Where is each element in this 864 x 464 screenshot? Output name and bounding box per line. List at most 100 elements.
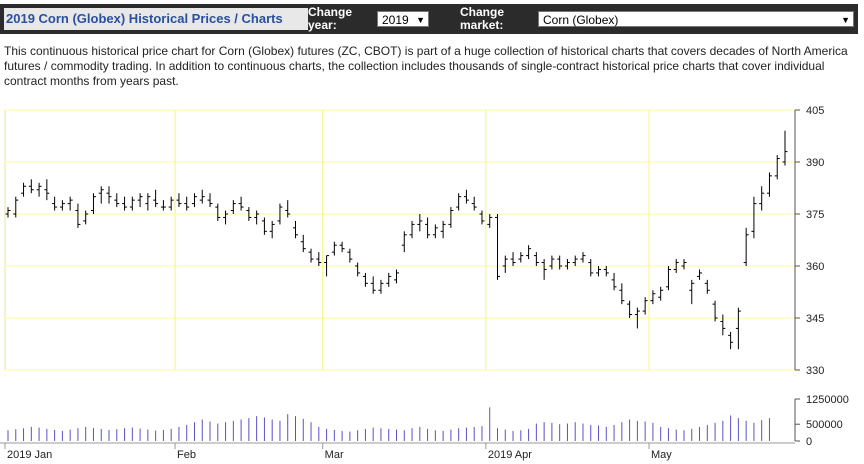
page-title: 2019 Corn (Globex) Historical Prices / C… <box>4 8 308 30</box>
volume-tick-label: 1250000 <box>806 394 849 406</box>
ohlc-bar <box>324 255 330 277</box>
ohlc-bar <box>743 227 749 266</box>
ohlc-bar <box>21 182 27 197</box>
ohlc-bar <box>728 331 734 350</box>
ohlc-bar <box>487 214 493 228</box>
volume-tick-label: 500000 <box>806 419 843 431</box>
ohlc-bar <box>518 252 524 263</box>
chart-description: This continuous historical price chart f… <box>4 44 848 88</box>
ohlc-bar <box>596 266 602 277</box>
ohlc-bar <box>572 255 578 266</box>
ohlc-bar <box>720 314 726 336</box>
ohlc-bar <box>67 196 73 211</box>
month-label: May <box>651 449 672 461</box>
ohlc-bar <box>308 248 314 263</box>
ohlc-bar <box>331 241 337 256</box>
ohlc-bar <box>611 272 617 291</box>
ohlc-bar <box>658 286 664 301</box>
ohlc-bar <box>495 214 501 280</box>
ohlc-bar <box>502 255 508 273</box>
market-select-value: Corn (Globex) <box>543 13 619 27</box>
ohlc-bar <box>122 196 128 211</box>
ohlc-bar <box>463 189 469 204</box>
ohlc-bar <box>759 186 765 211</box>
ohlc-bar <box>712 300 718 322</box>
ohlc-bar <box>339 241 345 253</box>
ohlc-bar <box>75 203 81 228</box>
ohlc-bar <box>83 210 89 225</box>
ohlc-bar <box>642 297 648 315</box>
header-bar: 2019 Corn (Globex) Historical Prices / C… <box>0 4 858 34</box>
price-panel <box>4 109 796 371</box>
ohlc-bar <box>285 200 291 218</box>
ohlc-bar <box>425 217 431 239</box>
ohlc-bar <box>650 290 656 305</box>
ohlc-bar <box>704 279 710 294</box>
ohlc-bar <box>5 207 11 218</box>
ohlc-bar <box>269 220 275 239</box>
ohlc-bar <box>409 220 415 239</box>
ohlc-bar <box>114 193 120 208</box>
price-tick-label: 345 <box>806 313 824 325</box>
ohlc-bar <box>98 186 104 204</box>
volume-tick-label: 0 <box>806 436 812 448</box>
ohlc-bar <box>129 196 135 211</box>
ohlc-bar <box>176 193 182 208</box>
ohlc-bar <box>526 245 532 260</box>
ohlc-bar <box>417 214 423 232</box>
ohlc-bar <box>168 196 174 211</box>
ohlc-bar <box>246 207 252 221</box>
ohlc-bar <box>160 200 166 211</box>
ohlc-bar <box>782 130 788 166</box>
ohlc-bar <box>751 196 757 239</box>
ohlc-bar <box>44 179 50 201</box>
ohlc-bar <box>510 252 516 266</box>
ohlc-bar <box>448 207 454 228</box>
price-tick-label: 405 <box>806 105 824 117</box>
ohlc-bar <box>673 259 679 273</box>
ohlc-bar <box>603 266 609 277</box>
ohlc-bar <box>52 196 58 211</box>
ohlc-bar <box>533 252 539 266</box>
ohlc-bar <box>370 276 376 294</box>
ohlc-bar <box>432 224 438 239</box>
ohlc-bar <box>300 234 306 253</box>
ohlc-bar <box>277 203 283 225</box>
ohlc-bar <box>564 259 570 270</box>
ohlc-bar <box>223 210 229 225</box>
ohlc-bar <box>541 259 547 280</box>
ohlc-bar <box>292 220 298 239</box>
ohlc-bar <box>456 193 462 211</box>
ohlc-bar <box>619 283 625 305</box>
ohlc-bar <box>627 300 633 318</box>
year-select-value: 2019 <box>382 13 409 27</box>
chevron-down-icon: ▼ <box>841 15 850 25</box>
ohlc-bar <box>362 272 368 287</box>
month-label: 2019 Jan <box>7 449 52 461</box>
price-tick-label: 375 <box>806 209 824 221</box>
ohlc-bar <box>347 248 353 263</box>
ohlc-bar <box>394 269 399 284</box>
ohlc-bar <box>774 155 780 180</box>
ohlc-bar <box>588 259 594 277</box>
ohlc-bar <box>355 262 361 277</box>
ohlc-bar <box>199 189 205 204</box>
month-label: Mar <box>325 449 344 461</box>
ohlc-bar <box>634 307 640 329</box>
year-select[interactable]: 2019 ▼ <box>377 11 429 27</box>
month-label: Feb <box>177 449 196 461</box>
ohlc-bar <box>238 196 244 211</box>
ohlc-bar <box>215 203 221 221</box>
ohlc-bar <box>191 193 197 208</box>
ohlc-bar <box>766 172 772 197</box>
ohlc-bar <box>689 279 695 305</box>
ohlc-bar <box>36 182 42 197</box>
ohlc-bar <box>261 217 267 235</box>
ohlc-bar <box>254 210 260 225</box>
ohlc-bar <box>401 231 407 253</box>
ohlc-bar <box>479 210 485 225</box>
ohlc-bar <box>681 259 687 270</box>
market-select[interactable]: Corn (Globex) ▼ <box>538 11 854 27</box>
ohlc-bar <box>207 193 213 208</box>
